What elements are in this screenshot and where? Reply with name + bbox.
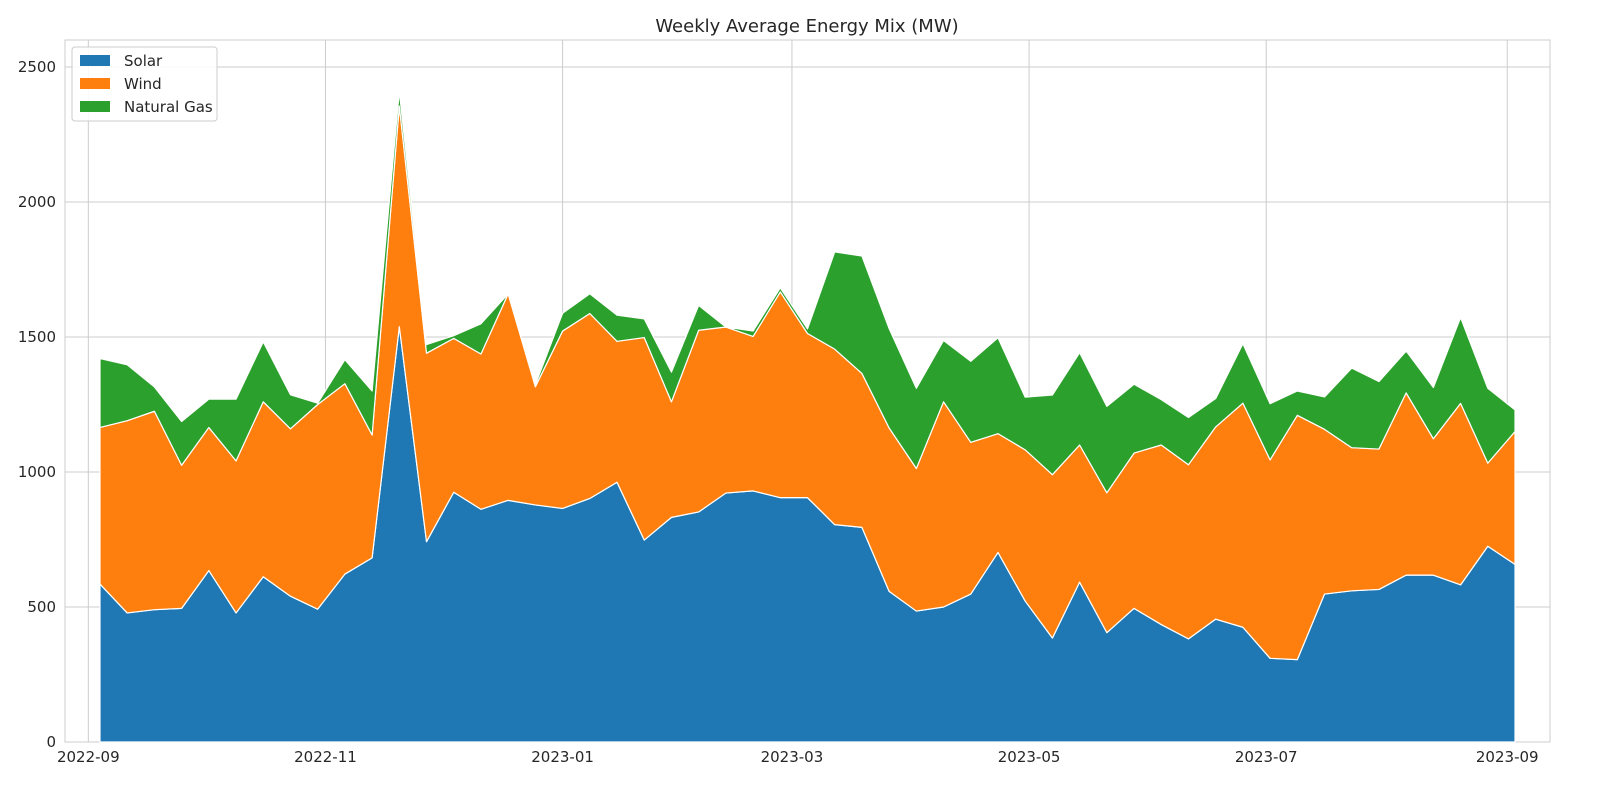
y-tick-label: 1000	[18, 463, 56, 481]
legend-swatch-wind	[80, 78, 110, 89]
x-axis-ticks: 2022-09 2022-11 2023-01 2023-03 2023-05 2023-…	[57, 748, 1539, 766]
x-tick-label: 2023-09	[1476, 748, 1539, 766]
legend-swatch-natural-gas	[80, 101, 110, 112]
x-tick-label: 2022-09	[57, 748, 120, 766]
legend: Solar Wind Natural Gas	[71, 46, 218, 122]
y-tick-label: 0	[46, 733, 56, 751]
y-tick-label: 2500	[18, 58, 56, 76]
x-tick-label: 2022-11	[294, 748, 357, 766]
legend-label-wind: Wind	[124, 75, 162, 93]
x-tick-label: 2023-03	[761, 748, 824, 766]
x-tick-label: 2023-07	[1235, 748, 1298, 766]
legend-label-solar: Solar	[124, 52, 163, 70]
y-tick-label: 500	[27, 598, 56, 616]
y-tick-label: 2000	[18, 193, 56, 211]
chart-title: Weekly Average Energy Mix (MW)	[655, 16, 958, 37]
x-tick-label: 2023-05	[998, 748, 1061, 766]
area-natural-gas	[99, 90, 1516, 494]
y-tick-label: 1500	[18, 328, 56, 346]
x-tick-label: 2023-01	[531, 748, 594, 766]
legend-label-natural-gas: Natural Gas	[124, 98, 213, 116]
y-axis-ticks: 0 500 1000 1500 2000 2500	[18, 58, 56, 751]
stacked-areas	[99, 90, 1516, 743]
legend-swatch-solar	[80, 55, 110, 66]
